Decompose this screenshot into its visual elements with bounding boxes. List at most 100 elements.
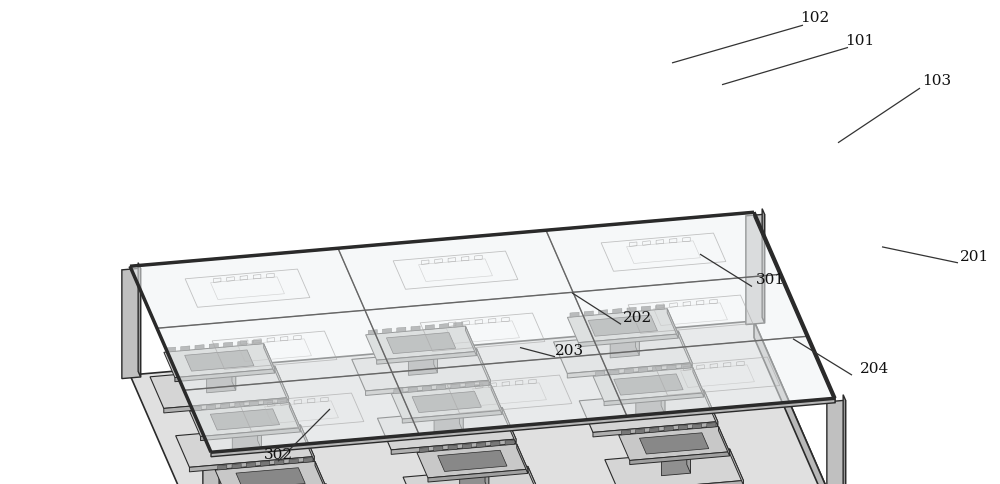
Polygon shape — [593, 368, 704, 402]
Polygon shape — [254, 477, 287, 484]
Polygon shape — [746, 214, 765, 325]
Polygon shape — [619, 481, 743, 484]
Polygon shape — [578, 334, 678, 347]
Polygon shape — [283, 477, 287, 484]
Polygon shape — [215, 461, 326, 484]
Polygon shape — [207, 368, 236, 393]
Polygon shape — [479, 381, 489, 386]
Polygon shape — [451, 384, 460, 389]
Polygon shape — [368, 330, 377, 334]
Polygon shape — [440, 323, 449, 329]
Polygon shape — [754, 212, 835, 403]
Polygon shape — [408, 350, 438, 376]
Polygon shape — [386, 333, 456, 354]
Polygon shape — [605, 449, 743, 484]
Polygon shape — [546, 212, 781, 292]
Polygon shape — [218, 465, 227, 470]
Polygon shape — [377, 408, 516, 450]
Text: 301: 301 — [755, 273, 785, 287]
Polygon shape — [263, 400, 273, 405]
Text: 102: 102 — [800, 12, 830, 25]
Polygon shape — [664, 426, 673, 431]
Polygon shape — [528, 467, 542, 484]
Polygon shape — [762, 209, 765, 323]
Polygon shape — [176, 425, 314, 468]
Polygon shape — [661, 451, 691, 476]
Polygon shape — [236, 468, 305, 484]
Polygon shape — [459, 401, 463, 432]
Polygon shape — [437, 385, 446, 390]
Polygon shape — [366, 380, 490, 395]
Polygon shape — [707, 423, 716, 427]
Polygon shape — [229, 418, 261, 429]
Polygon shape — [232, 464, 241, 469]
Text: 101: 101 — [845, 34, 875, 48]
Polygon shape — [567, 309, 678, 343]
Polygon shape — [157, 310, 392, 390]
Polygon shape — [448, 445, 457, 450]
Polygon shape — [624, 369, 633, 374]
Polygon shape — [391, 439, 516, 454]
Polygon shape — [192, 406, 201, 411]
Polygon shape — [150, 366, 289, 408]
Polygon shape — [417, 444, 528, 478]
Polygon shape — [185, 350, 254, 371]
Polygon shape — [636, 392, 665, 417]
Polygon shape — [614, 374, 683, 395]
Polygon shape — [122, 268, 141, 378]
Text: 202: 202 — [623, 312, 653, 325]
Polygon shape — [275, 366, 289, 402]
Polygon shape — [491, 385, 502, 414]
Polygon shape — [598, 310, 608, 315]
Polygon shape — [704, 390, 718, 426]
Polygon shape — [454, 322, 463, 327]
Polygon shape — [630, 452, 730, 465]
Polygon shape — [189, 456, 314, 472]
Polygon shape — [211, 398, 835, 457]
Polygon shape — [610, 333, 639, 358]
Polygon shape — [491, 441, 500, 446]
Polygon shape — [579, 390, 718, 432]
Polygon shape — [573, 274, 808, 354]
Polygon shape — [588, 315, 657, 336]
Polygon shape — [219, 449, 222, 484]
Polygon shape — [693, 368, 704, 397]
Polygon shape — [315, 461, 326, 484]
Polygon shape — [667, 365, 676, 370]
Polygon shape — [366, 326, 476, 360]
Polygon shape — [619, 426, 730, 460]
Polygon shape — [303, 457, 312, 462]
Polygon shape — [554, 331, 692, 374]
Polygon shape — [635, 324, 639, 355]
Polygon shape — [365, 292, 600, 372]
Polygon shape — [422, 386, 432, 391]
Text: 203: 203 — [555, 344, 585, 358]
Polygon shape — [485, 459, 489, 484]
Polygon shape — [638, 367, 648, 372]
Text: 302: 302 — [263, 448, 293, 462]
Polygon shape — [138, 263, 141, 377]
Polygon shape — [827, 400, 846, 484]
Polygon shape — [693, 424, 702, 429]
Polygon shape — [465, 326, 476, 356]
Polygon shape — [238, 341, 247, 346]
Polygon shape — [278, 399, 287, 404]
Polygon shape — [190, 403, 300, 437]
Polygon shape — [606, 324, 639, 335]
Text: 201: 201 — [960, 250, 990, 263]
Polygon shape — [462, 444, 471, 449]
Polygon shape — [210, 409, 280, 430]
Polygon shape — [289, 403, 300, 432]
Polygon shape — [412, 392, 481, 412]
Polygon shape — [405, 342, 438, 353]
Polygon shape — [252, 340, 261, 345]
Polygon shape — [517, 444, 528, 473]
Polygon shape — [275, 460, 284, 465]
Polygon shape — [730, 449, 743, 484]
Polygon shape — [460, 468, 489, 484]
Polygon shape — [600, 336, 835, 416]
Polygon shape — [249, 401, 258, 406]
Polygon shape — [650, 427, 659, 433]
Polygon shape — [641, 306, 650, 311]
Polygon shape — [397, 327, 406, 332]
